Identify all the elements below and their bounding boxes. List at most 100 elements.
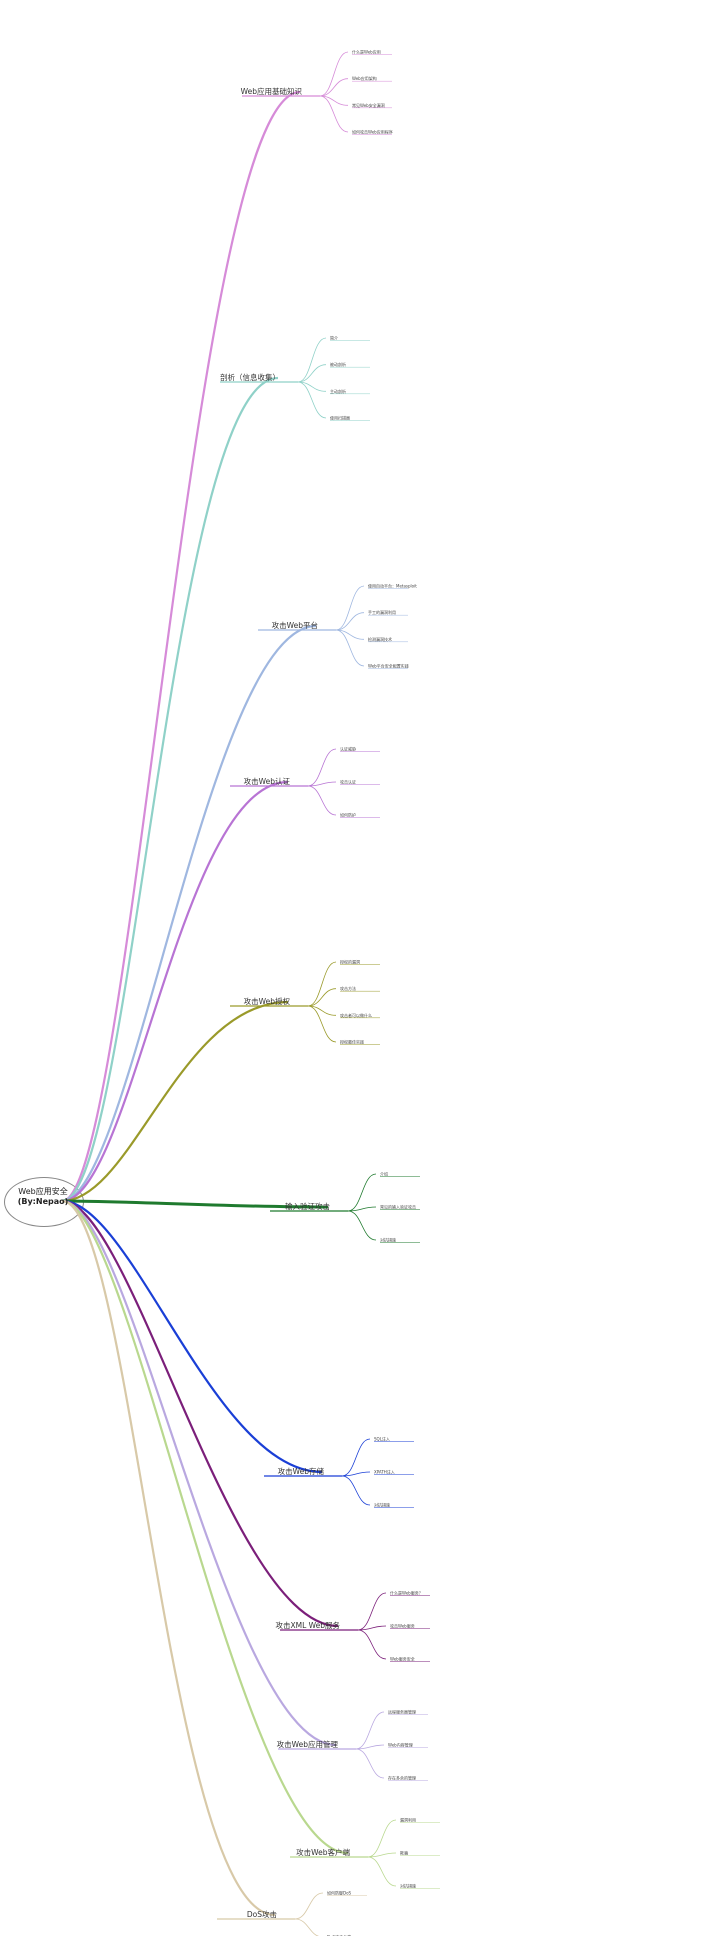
leaf-connector	[307, 748, 337, 787]
leaf-label: 对抗措施	[380, 1237, 396, 1243]
leaf-label: 手工的漏洞利用	[368, 609, 396, 615]
leaf-label: 攻击方法	[340, 985, 356, 991]
leaf-connector	[355, 1748, 385, 1779]
branch-label: 攻击Web客户端	[296, 1847, 350, 1857]
leaf-label: 简介	[330, 335, 338, 341]
leaf-connector	[357, 1592, 387, 1631]
leaf-connector	[335, 629, 365, 667]
branch-label: 攻击XML Web服务	[275, 1620, 340, 1630]
leaf-label: 存在多余的管理	[388, 1775, 416, 1781]
leaf-connector	[319, 78, 349, 97]
branch-connector	[61, 780, 289, 1203]
leaf-label: 欺骗	[400, 1850, 408, 1856]
leaf-connector	[307, 988, 337, 1007]
leaf-label: 什么是Web应用	[352, 49, 381, 55]
branch-connector	[61, 376, 279, 1203]
leaf-connector	[335, 612, 365, 631]
leaf-connector	[355, 1744, 385, 1750]
branch-connector	[61, 1199, 276, 1917]
leaf-connector	[297, 337, 327, 383]
branch-1: Web应用基础知识 什么是Web应用 Web应用架构常见Web安全漏洞如何攻击Web…	[61, 49, 393, 1203]
leaf-label: 如何攻击Web应用程序	[352, 129, 393, 135]
leaf-label: 授权最佳实践	[340, 1039, 364, 1045]
branch-label: 攻击Web平台	[272, 620, 318, 630]
leaf-connector	[357, 1625, 387, 1631]
leaf-label: Web应用架构	[352, 75, 377, 81]
branch-label: 攻击Web认证	[244, 776, 291, 786]
leaf-connector	[347, 1210, 377, 1241]
leaf-label: 常见的输入验证攻击	[380, 1204, 416, 1210]
leaf-label: 漏洞利用	[400, 1817, 416, 1823]
leaf-label: 对抗措施	[400, 1883, 416, 1889]
leaf-label: 授权的漏洞	[340, 959, 360, 965]
leaf-label: 如何防护	[340, 812, 356, 818]
branch-connector	[61, 1199, 349, 1855]
leaf-connector	[367, 1852, 397, 1858]
leaf-connector	[341, 1475, 371, 1506]
leaf-label: 介绍	[380, 1171, 388, 1177]
branch-label: 攻击Web存储	[278, 1466, 325, 1476]
branch-connector	[61, 1000, 289, 1203]
branch-connector	[61, 1199, 339, 1628]
leaf-connector	[297, 364, 327, 383]
leaf-connector	[319, 51, 349, 97]
leaf-connector	[341, 1471, 371, 1477]
leaf-label: 检测漏洞技术	[368, 636, 392, 642]
root-title: Web应用安全	[18, 1187, 68, 1196]
branch-connector	[61, 90, 301, 1203]
branch-11: DoS攻击 如何防御DoS DoS攻击分类	[61, 1199, 367, 1936]
leaf-connector	[355, 1711, 385, 1750]
leaf-label: Web内容管理	[388, 1742, 413, 1748]
leaf-label: 主动剖析	[330, 388, 346, 394]
leaf-label: 使用扫描器	[330, 415, 350, 421]
leaf-label: 攻击Web服务	[390, 1623, 415, 1629]
leaf-connector	[347, 1173, 377, 1212]
leaf-connector	[307, 961, 337, 1007]
leaf-label: SQL注入	[374, 1436, 390, 1442]
leaf-connector	[319, 95, 349, 133]
leaf-connector	[297, 381, 327, 419]
branch-label: 攻击Web应用管理	[277, 1739, 339, 1749]
leaf-connector	[307, 785, 337, 816]
leaf-label: 被动剖析	[330, 361, 346, 367]
branch-label: DoS攻击	[247, 1909, 278, 1919]
leaf-label: Web服务安全	[390, 1656, 415, 1662]
leaf-connector	[341, 1438, 371, 1477]
leaf-label: 认证威胁	[340, 746, 356, 752]
leaf-connector	[307, 781, 337, 787]
branch-connector	[61, 624, 317, 1203]
leaf-connector	[367, 1819, 397, 1858]
leaf-connector	[335, 585, 365, 631]
branch-label: 攻击Web授权	[244, 996, 291, 1006]
leaf-label: 什么是Web服务？	[390, 1590, 423, 1596]
leaf-connector	[357, 1629, 387, 1660]
branch-label: Web应用基础知识	[241, 86, 303, 96]
leaf-label: Web平台安全配置实践	[368, 663, 409, 669]
branch-connector	[61, 1199, 323, 1474]
branch-label: 剖析（信息收集）	[220, 372, 280, 382]
leaf-label: 攻击认证	[340, 779, 356, 785]
root-node: Web应用安全 (By:Nepao)	[4, 1177, 84, 1227]
branch-connector	[61, 1199, 329, 1209]
branch-connector	[61, 1199, 337, 1747]
leaf-label: XPATH注入	[374, 1469, 395, 1475]
leaf-connector	[367, 1856, 397, 1887]
branch-8: 攻击XML Web服务 什么是Web服务？ 攻击Web服务 Web服务安全	[61, 1199, 430, 1662]
leaf-label: 使用自动平台：Metasploit	[368, 583, 417, 589]
leaf-connector	[307, 1005, 337, 1043]
leaf-label: 攻击者可以做什么	[340, 1012, 372, 1018]
leaf-label: 对抗措施	[374, 1502, 390, 1508]
leaf-connector	[347, 1206, 377, 1212]
leaf-label: 常见Web安全漏洞	[352, 102, 385, 108]
leaf-label: 如何防御DoS	[327, 1890, 352, 1896]
branch-label: 输入验证攻击	[285, 1201, 330, 1211]
